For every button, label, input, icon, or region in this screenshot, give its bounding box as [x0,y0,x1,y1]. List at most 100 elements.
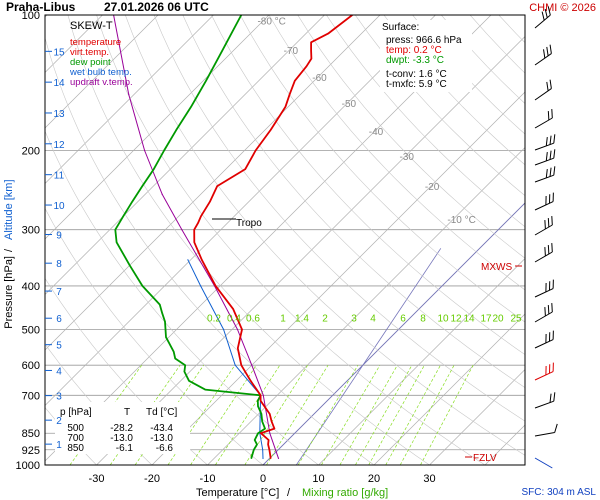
dry-adiabat [153,15,525,422]
temperature-tick-label: 30 [423,473,435,485]
series-point [193,229,195,231]
series-point [271,420,273,422]
altitude-tick-label: 12 [53,140,65,151]
series-point [187,259,189,261]
series-point [175,129,177,131]
series-point [183,371,185,373]
reference-diagonal [295,248,442,465]
mixing-ratio-line [368,364,425,465]
isotherm-label: -40 [369,127,384,138]
wind-barb [534,243,553,263]
series-point [257,405,259,407]
mixing-ratio-label: 20 [492,314,504,325]
mixing-ratio-label: 3 [351,314,357,325]
surface-tconv: t-conv: 1.6 °C [386,69,447,80]
y-axis-title-sep: / [3,248,15,252]
series-point [197,222,199,224]
altitude-tick-label: 7 [56,287,62,298]
levels-header-p: p [hPa] [60,407,92,418]
dry-adiabat [96,15,486,465]
wind-barb [534,149,556,166]
series-point [269,413,271,415]
surface-title: Surface: [382,22,419,33]
series-point [244,168,246,170]
isotherm-line [45,15,270,240]
pressure-tick-label: 925 [22,445,40,457]
pressure-tick-label: 700 [22,390,40,402]
series-point [114,229,116,231]
legend-updraft: updraft v.temp. [70,77,133,88]
series-point [128,93,130,95]
mixing-ratio-line [266,364,329,465]
series-point [204,389,206,391]
y-axis-title-alt: Altitude [km] [3,179,15,240]
series-point [268,449,270,451]
series-point [161,193,163,195]
dry-adiabat-layer [45,15,525,465]
isotherm-line [45,15,436,406]
series-layer [113,15,353,459]
isotherm-label: -60 [312,73,327,84]
surface-temp: temp: 0.2 °C [386,45,442,56]
altitude-tick-label: 3 [56,392,62,403]
legend-title: SKEW-T [70,20,113,32]
wind-barb [534,362,554,381]
series-point [216,185,218,187]
mixing-ratio-line [297,364,359,465]
dry-adiabat [211,15,525,355]
series-point [174,357,176,360]
series-point [122,215,124,217]
mixing-ratio-label: 17 [480,314,492,325]
wind-barb [534,192,554,211]
series-point [205,80,207,82]
x-axis-title-mix: Mixing ratio [g/kg] [302,487,388,499]
series-point [236,328,239,331]
series-point [232,308,234,310]
series-point [310,58,312,60]
surface-box [380,20,472,92]
mixing-ratio-label: 10 [437,314,449,325]
series-point [277,457,280,459]
levels-row-700-t: -13.0 [110,433,133,444]
series-point [289,93,291,95]
series-point [165,336,167,338]
series-point [190,106,192,108]
temperature-tick-label: 10 [312,473,324,485]
series-point [269,432,271,434]
dry-adiabat [239,15,525,323]
series-point [141,185,143,187]
x-axis-title-temp: Temperature [°C] [196,487,279,499]
isotherm-label: -70 [284,46,299,57]
mixing-ratio-label: 2 [322,314,328,325]
series-point [310,50,312,52]
dry-adiabat [354,15,525,197]
isotherm-line [429,369,525,465]
temperature-tick-label: 20 [368,473,380,485]
series-point [141,285,143,287]
station-title: Praha-Libus [6,0,76,14]
series-point [250,457,252,459]
series-point [240,364,242,366]
altitude-tick-label: 13 [53,109,65,120]
isotherm-label: -10 °C [447,215,475,226]
mixing-ratio-label: 0.6 [246,314,260,325]
series-point [215,285,217,287]
altitude-tick-label: 14 [53,78,65,89]
series-point [221,50,223,52]
levels-row-500-p: 500 [67,423,84,434]
surface-tmxfc: t-mxfc: 5.9 °C [386,79,447,90]
mixing-ratio-label: 14 [463,314,475,325]
mixing-ratio-label: 6 [400,314,406,325]
zero-isotherm [262,202,525,465]
series-point [260,394,262,396]
altitude-tick-label: 4 [56,366,62,377]
wind-barb [534,457,553,469]
dry-adiabat [45,207,264,465]
series-point [209,201,211,203]
datetime-title: 27.01.2026 06 UTC [104,0,209,14]
dry-adiabat [67,15,430,465]
series-point [116,241,118,243]
series-point [188,380,190,382]
dry-adiabat [45,130,319,465]
series-point [260,432,262,434]
